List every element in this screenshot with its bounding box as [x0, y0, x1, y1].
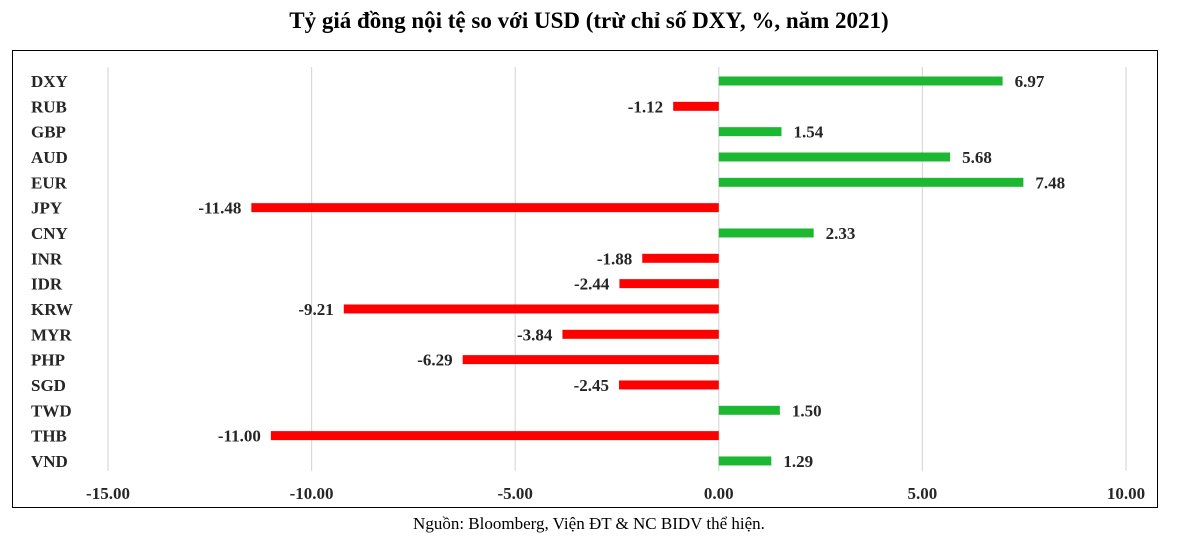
category-label: KRW: [31, 300, 73, 319]
bar: [673, 101, 719, 111]
chart-frame: 6.97 -1.12 1.54 5.68 7.48 -11.48 2.33 -1.88 -2.4…: [12, 50, 1158, 508]
bar: [642, 253, 719, 263]
data-label: -6.29: [417, 351, 452, 370]
bar: [718, 76, 1003, 86]
bar: [718, 127, 782, 137]
category-label: CNY: [31, 224, 68, 243]
bar: [718, 405, 780, 415]
category-labels: DXY RUB GBP AUD EUR JPY CNY INR IDR KRW MYR PHP SGD T…: [31, 72, 73, 471]
category-label: JPY: [31, 199, 62, 218]
bar: [619, 380, 719, 390]
data-label: 1.54: [794, 123, 824, 142]
x-tick-label: -15.00: [86, 484, 130, 503]
data-label: -3.84: [517, 325, 553, 344]
category-label: SGD: [31, 376, 66, 395]
category-label: VND: [31, 452, 68, 471]
x-tick-label: 5.00: [908, 484, 938, 503]
category-label: INR: [31, 249, 63, 268]
bar-chart: 6.97 -1.12 1.54 5.68 7.48 -11.48 2.33 -1.88 -2.4…: [31, 67, 1145, 503]
data-label: -11.00: [218, 427, 261, 446]
bar: [718, 228, 814, 238]
category-label: GBP: [31, 123, 66, 142]
data-label: -2.44: [574, 275, 610, 294]
data-label: 5.68: [962, 148, 992, 167]
bar: [343, 304, 719, 314]
bar: [718, 177, 1024, 187]
source-note: Nguồn: Bloomberg, Viện ĐT & NC BIDV thể …: [413, 514, 765, 533]
x-tick-label: -5.00: [497, 484, 532, 503]
data-label: 7.48: [1035, 173, 1065, 192]
bar: [718, 152, 951, 162]
data-label: -11.48: [198, 199, 241, 218]
data-label: 2.33: [826, 224, 856, 243]
data-label: -9.21: [298, 300, 333, 319]
category-label: DXY: [31, 72, 68, 91]
x-tick-labels: -15.00 -10.00 -5.00 0.00 5.00 10.00: [86, 484, 1145, 503]
bars: [251, 76, 1024, 466]
x-tick-label: -10.00: [290, 484, 334, 503]
category-label: PHP: [31, 351, 65, 370]
data-label: -2.45: [574, 376, 609, 395]
bar: [562, 329, 719, 339]
data-label: 6.97: [1015, 72, 1045, 91]
bar: [718, 456, 772, 466]
x-tick-label: 10.00: [1107, 484, 1145, 503]
category-label: TWD: [31, 401, 72, 420]
bar: [619, 279, 719, 289]
data-label: -1.12: [628, 97, 663, 116]
chart-title: Tỷ giá đồng nội tệ so với USD (trừ chỉ s…: [289, 8, 889, 33]
category-label: RUB: [31, 97, 67, 116]
data-label: -1.88: [597, 249, 632, 268]
data-label: 1.50: [792, 401, 822, 420]
bar: [270, 431, 719, 441]
category-label: AUD: [31, 148, 68, 167]
bar: [251, 203, 719, 213]
data-labels: 6.97 -1.12 1.54 5.68 7.48 -11.48 2.33 -1.88 -2.4…: [198, 72, 1065, 471]
x-tick-label: 0.00: [704, 484, 734, 503]
category-label: THB: [31, 427, 67, 446]
data-label: 1.29: [783, 452, 813, 471]
category-label: MYR: [31, 325, 72, 344]
category-label: IDR: [31, 275, 63, 294]
category-label: EUR: [31, 173, 68, 192]
grid-lines: [107, 67, 1127, 471]
bar: [462, 355, 719, 365]
